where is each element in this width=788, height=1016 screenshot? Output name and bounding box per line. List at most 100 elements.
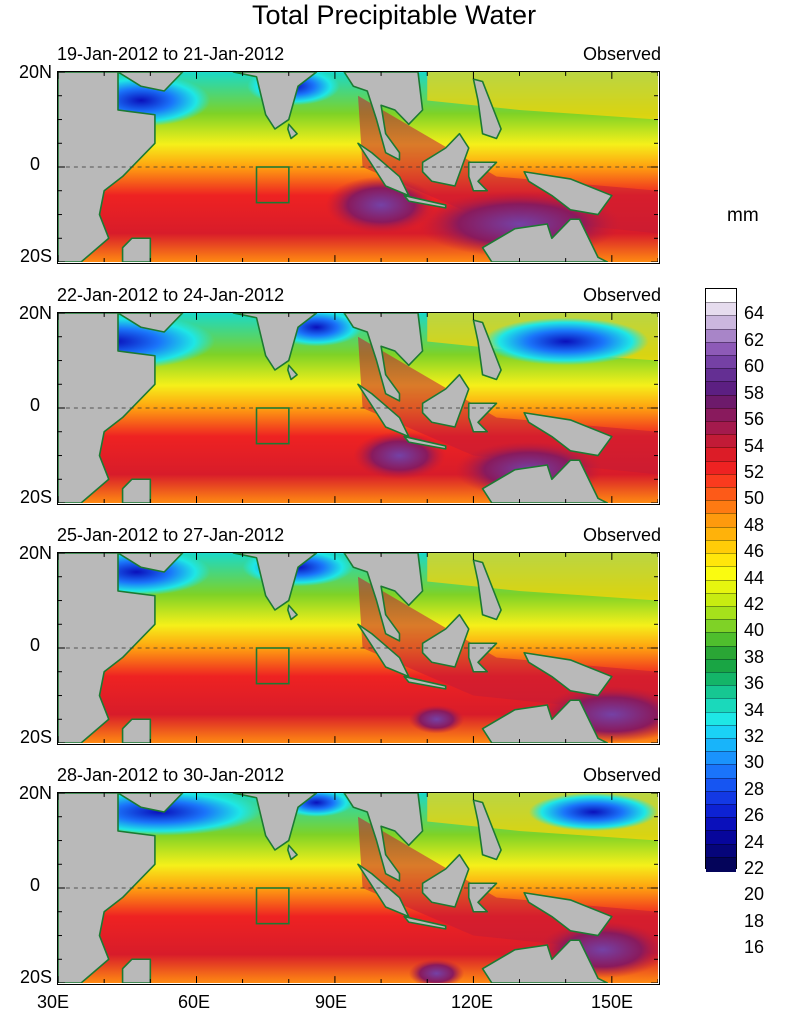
colorbar-label: 22 <box>744 858 765 878</box>
colorbar-label: 28 <box>744 778 765 799</box>
colorbar-swatch <box>706 289 736 303</box>
colorbar-label: 42 <box>744 593 765 614</box>
colorbar-swatch <box>706 368 736 384</box>
panel-1-lat-20n: 20N <box>18 62 52 82</box>
colorbar-label: 48 <box>744 514 765 535</box>
panel-3-label: Observed <box>582 525 661 545</box>
colorbar-swatch <box>706 434 736 450</box>
panel-3-lat-20n: 20N <box>18 543 52 563</box>
panel-2-lat-20n: 20N <box>18 303 52 323</box>
colorbar-swatch <box>706 737 736 753</box>
colorbar-swatch <box>706 817 736 832</box>
colorbar-label: 60 <box>744 356 765 377</box>
colorbar-label: 46 <box>744 541 765 562</box>
figure-title: Total Precipitable Water <box>251 0 537 30</box>
colorbar-swatch <box>706 553 736 568</box>
colorbar-swatch <box>706 328 736 344</box>
panel-3-lat-0: 0 <box>29 635 40 655</box>
colorbar-swatch <box>706 539 736 555</box>
panel-2-label: Observed <box>582 285 661 305</box>
colorbar-swatch <box>706 685 736 700</box>
colorbar-swatch <box>706 355 736 370</box>
colorbar-swatch <box>706 592 736 608</box>
map-panel-1 <box>57 71 660 264</box>
colorbar-swatch <box>706 658 736 674</box>
colorbar-swatch <box>706 671 736 687</box>
colorbar-swatch <box>706 487 736 502</box>
panel-4-label: Observed <box>582 765 661 785</box>
colorbar-label: 24 <box>744 831 765 852</box>
colorbar-label: 36 <box>744 673 765 694</box>
panel-1-lat-20s: 20S <box>19 246 52 266</box>
panel-1-label: Observed <box>582 44 661 64</box>
colorbar-label: 50 <box>744 488 765 509</box>
colorbar-label: 38 <box>744 646 765 667</box>
colorbar-swatch <box>706 407 736 423</box>
colorbar-label: 26 <box>744 805 765 826</box>
map-panel-3 <box>57 552 660 745</box>
colorbar-swatch <box>706 460 736 476</box>
colorbar-label: 32 <box>744 726 765 746</box>
colorbar-label: 20 <box>744 884 765 905</box>
colorbar-swatch <box>706 605 736 621</box>
colorbar-label: 58 <box>744 382 765 403</box>
colorbar-swatch <box>706 513 736 529</box>
panel-2-lat-0: 0 <box>29 395 40 415</box>
colorbar-label: 18 <box>744 910 765 931</box>
lon-label-150e: 150E <box>591 992 634 1012</box>
colorbar-units: mm <box>727 205 759 226</box>
colorbar-swatch <box>706 803 736 819</box>
colorbar-label: 40 <box>744 620 765 641</box>
colorbar-swatch <box>706 619 736 634</box>
colorbar-swatch <box>706 751 736 766</box>
colorbar-swatch <box>706 830 736 846</box>
colorbar-swatch <box>706 698 736 714</box>
panel-1-date: 19-Jan-2012 to 21-Jan-2012 <box>57 44 285 64</box>
colorbar-swatch <box>706 632 736 648</box>
colorbar-label: 44 <box>744 567 765 588</box>
colorbar-label: 54 <box>744 435 765 456</box>
colorbar-label: 34 <box>744 699 765 720</box>
panel-2-date: 22-Jan-2012 to 24-Jan-2012 <box>57 285 285 305</box>
colorbar-swatch <box>706 724 736 740</box>
colorbar-swatch <box>706 447 736 463</box>
colorbar-label: 30 <box>744 752 765 773</box>
colorbar-swatch <box>706 566 736 582</box>
panel-3-lat-20s: 20S <box>19 727 52 747</box>
colorbar-swatch <box>706 526 736 542</box>
lon-label-60e: 60E <box>178 992 211 1012</box>
colorbar-label: 64 <box>744 303 765 324</box>
colorbar-swatch <box>706 421 736 436</box>
colorbar-swatch <box>706 341 736 357</box>
colorbar-swatch <box>706 381 736 397</box>
colorbar-label: 16 <box>744 937 765 958</box>
panel-4-lat-20s: 20S <box>19 967 52 987</box>
colorbar-swatch <box>706 645 736 661</box>
panel-1-lat-0: 0 <box>29 154 40 174</box>
colorbar-swatch <box>706 394 736 410</box>
colorbar-swatch <box>706 711 736 727</box>
panel-3-date: 25-Jan-2012 to 27-Jan-2012 <box>57 525 285 545</box>
map-panel-4 <box>57 792 660 985</box>
colorbar <box>705 288 737 872</box>
colorbar-swatch <box>706 473 736 489</box>
colorbar-swatch <box>706 500 736 516</box>
panel-4-lat-20n: 20N <box>18 783 52 803</box>
colorbar-label: 52 <box>744 461 765 482</box>
map-panel-2 <box>57 312 660 505</box>
panel-4-date: 28-Jan-2012 to 30-Jan-2012 <box>57 765 285 785</box>
colorbar-label: 56 <box>744 409 765 429</box>
colorbar-label: 62 <box>744 329 765 350</box>
colorbar-swatch <box>706 315 736 331</box>
colorbar-swatch <box>706 843 736 859</box>
colorbar-swatch <box>706 579 736 595</box>
colorbar-swatch <box>706 790 736 806</box>
lon-label-90e: 90E <box>315 992 348 1012</box>
lon-label-30e: 30E <box>37 992 70 1012</box>
panel-4-lat-0: 0 <box>29 875 40 895</box>
colorbar-swatch <box>706 764 736 780</box>
colorbar-swatch <box>706 777 736 793</box>
panel-2-lat-20s: 20S <box>19 487 52 507</box>
colorbar-swatch <box>706 302 736 317</box>
